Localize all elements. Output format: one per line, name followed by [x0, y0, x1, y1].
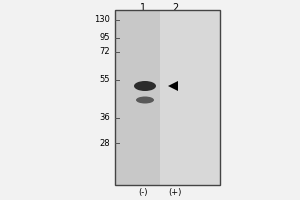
Text: (+): (+) [168, 188, 182, 198]
Text: 130: 130 [94, 16, 110, 24]
Bar [160, 10, 220, 185]
Text: 72: 72 [99, 47, 110, 56]
Text: 1: 1 [140, 3, 146, 13]
Text: (-): (-) [138, 188, 148, 198]
Polygon shape [168, 81, 178, 91]
Text: 95: 95 [100, 33, 110, 43]
Ellipse shape [134, 81, 156, 91]
Bar [115, 10, 160, 185]
Ellipse shape [136, 97, 154, 104]
Text: 36: 36 [99, 114, 110, 122]
Text: 28: 28 [99, 138, 110, 148]
Text: 55: 55 [100, 75, 110, 84]
Text: 2: 2 [172, 3, 178, 13]
Bar [115, 10, 220, 185]
